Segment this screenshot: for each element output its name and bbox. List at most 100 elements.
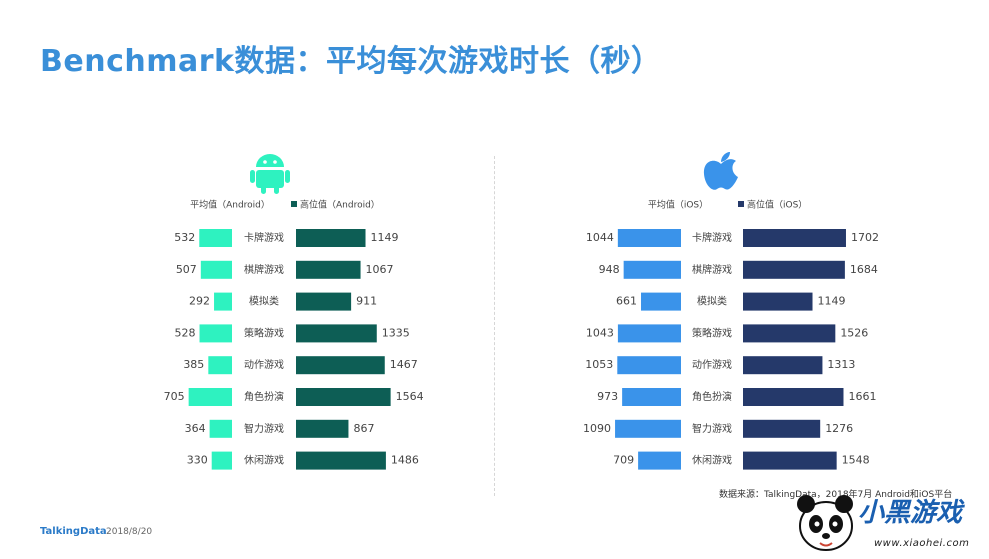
data-label-avg: 661 [616, 295, 637, 308]
legend-avg-label: 平均值（iOS） [648, 199, 708, 211]
category-label: 角色扮演 [244, 390, 284, 403]
bar-median [296, 388, 391, 406]
category-label: 棋牌游戏 [244, 263, 284, 276]
watermark-logo: 小黑游戏 www.xiaohei.com [792, 488, 989, 555]
footer-date: 2018/8/20 [106, 527, 153, 537]
data-label-median: 1313 [827, 358, 855, 371]
category-label: 卡牌游戏 [244, 231, 284, 244]
category-label: 策略游戏 [692, 326, 732, 339]
data-label-median: 1702 [851, 231, 879, 244]
data-label-median: 1067 [366, 263, 394, 276]
bar-avg [623, 260, 681, 279]
data-label-avg: 948 [599, 263, 620, 276]
bar-median [296, 451, 386, 470]
category-label: 策略游戏 [244, 326, 284, 339]
bar-median [743, 419, 821, 438]
bar-avg [200, 260, 232, 279]
category-label: 智力游戏 [244, 422, 284, 435]
data-label-median: 1526 [840, 326, 868, 339]
bar-avg [622, 388, 681, 406]
data-label-avg: 709 [613, 454, 634, 467]
data-label-median: 1467 [390, 358, 418, 371]
data-label-avg: 705 [164, 390, 185, 403]
bar-median [296, 356, 385, 375]
data-label-median: 911 [356, 295, 377, 308]
category-label: 动作游戏 [692, 358, 732, 371]
panel-divider [494, 156, 495, 496]
bar-avg [615, 419, 681, 438]
bar-avg [641, 292, 681, 311]
bar-avg [617, 324, 681, 343]
android-leg-right [274, 185, 279, 194]
bar-median [743, 356, 823, 375]
category-label: 智力游戏 [692, 422, 732, 435]
legend-median-label: 高位值（Android） [300, 199, 380, 211]
data-label-avg: 364 [185, 422, 206, 435]
data-label-avg: 385 [183, 358, 204, 371]
android-eye-right [273, 160, 277, 164]
legend-median-swatch [291, 201, 297, 207]
bar-median [743, 292, 813, 311]
android-arm-right [285, 170, 290, 183]
category-label: 模拟类 [697, 295, 727, 308]
bar-avg [199, 324, 232, 343]
data-label-median: 1149 [818, 295, 846, 308]
data-label-median: 1684 [850, 263, 878, 276]
bar-median [296, 324, 377, 343]
data-label-avg: 507 [176, 263, 197, 276]
data-label-avg: 973 [597, 390, 618, 403]
category-label: 卡牌游戏 [692, 231, 732, 244]
bar-median [743, 451, 837, 470]
data-label-median: 1486 [391, 454, 419, 467]
data-label-median: 1661 [848, 390, 876, 403]
data-label-median: 867 [353, 422, 374, 435]
bar-avg [209, 419, 232, 438]
category-label: 休闲游戏 [244, 454, 284, 467]
bar-median [743, 324, 836, 343]
legend-median-swatch [738, 201, 744, 207]
bar-median [743, 229, 846, 247]
bar-avg [208, 356, 232, 375]
bar-avg [214, 292, 232, 311]
category-label: 模拟类 [249, 295, 279, 308]
data-label-avg: 1053 [585, 358, 613, 371]
bar-median [743, 388, 844, 406]
category-label: 动作游戏 [244, 358, 284, 371]
apple-leaf [721, 152, 730, 162]
bar-median [296, 260, 361, 279]
data-label-avg: 1044 [586, 231, 614, 244]
bar-median [296, 419, 349, 438]
bar-median [743, 260, 845, 279]
category-label: 棋牌游戏 [692, 263, 732, 276]
data-label-median: 1149 [371, 231, 399, 244]
data-label-avg: 292 [189, 295, 210, 308]
bar-avg [638, 451, 681, 470]
data-label-avg: 1090 [583, 422, 611, 435]
android-arm-left [250, 170, 255, 183]
bar-median [296, 292, 352, 311]
data-label-avg: 528 [175, 326, 196, 339]
legend-median-label: 高位值（iOS） [747, 199, 807, 211]
data-label-median: 1548 [842, 454, 870, 467]
data-label-median: 1335 [382, 326, 410, 339]
data-label-median: 1564 [396, 390, 424, 403]
watermark-url: www.xiaohei.com [874, 538, 970, 549]
bar-median [296, 229, 366, 247]
android-icon [250, 154, 290, 194]
apple-icon [703, 152, 738, 190]
bar-avg [617, 229, 681, 247]
data-label-median: 1276 [825, 422, 853, 435]
data-label-avg: 532 [174, 231, 195, 244]
source-note: 数据来源：TalkingData，2018年7月 Android和iOS平台 [719, 490, 953, 500]
apple-body [703, 159, 738, 190]
android-leg-left [261, 185, 266, 194]
data-label-avg: 1043 [586, 326, 614, 339]
android-body [256, 170, 284, 188]
legend-avg-label: 平均值（Android） [190, 199, 270, 211]
android-eye-left [263, 160, 267, 164]
bar-avg [617, 356, 681, 375]
panda-icon [797, 495, 853, 551]
bar-avg [199, 229, 232, 247]
data-label-avg: 330 [187, 454, 208, 467]
